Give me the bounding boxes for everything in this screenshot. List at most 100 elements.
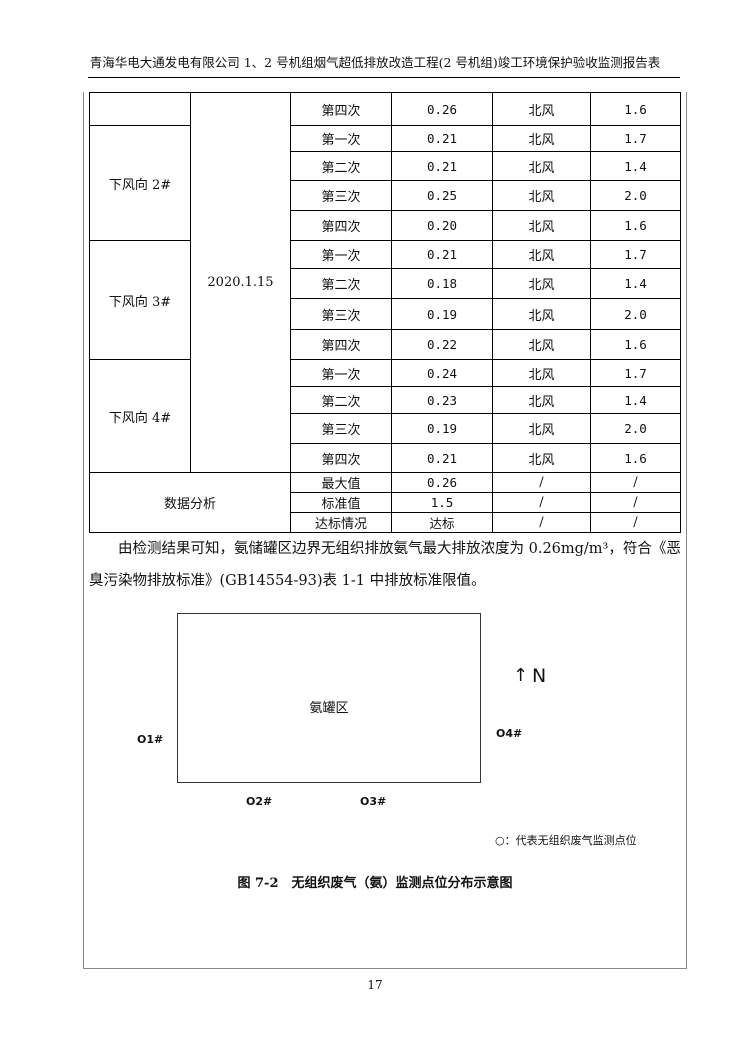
value-cell: 0.18 — [391, 268, 493, 299]
table-row: 下风向 4# 第一次 0.24 北风 1.7 — [89, 359, 681, 473]
wind-cell: 北风 — [492, 210, 591, 241]
point-2: O2# — [246, 795, 273, 808]
point-cell-prev — [89, 92, 191, 126]
speed-cell: 2.0 — [590, 413, 681, 444]
table-row: 第四次 0.22 北风 1.6 — [90, 329, 681, 360]
table-row: 第四次 0.20 北风 1.6 — [90, 210, 681, 241]
speed-cell: / — [590, 492, 681, 513]
wind-cell: 北风 — [492, 413, 591, 444]
north-label: N — [532, 665, 547, 687]
value-cell: 达标 — [391, 512, 493, 533]
wind-cell: / — [492, 492, 591, 513]
speed-cell: 1.7 — [590, 240, 681, 269]
table-row: 第三次 0.19 北风 2.0 — [90, 298, 681, 330]
wind-cell: / — [492, 472, 591, 493]
table-row: 数据分析 最大值 0.26// — [89, 472, 681, 533]
wind-cell: 北风 — [492, 359, 591, 387]
speed-cell: 1.7 — [590, 359, 681, 387]
page-header: 青海华电大通发电有限公司 1、2 号机组烟气超低排放改造工程(2 号机组)竣工环… — [89, 55, 661, 70]
wind-cell: 北风 — [492, 125, 591, 152]
speed-cell: 1.7 — [590, 125, 681, 152]
wind-cell: 北风 — [492, 240, 591, 269]
speed-cell: / — [590, 512, 681, 533]
wind-cell: 北风 — [492, 329, 591, 360]
speed-cell: 1.4 — [590, 151, 681, 181]
speed-cell: / — [590, 472, 681, 493]
wind-cell: 北风 — [492, 92, 591, 126]
north-arrow-icon: ↑ — [513, 665, 529, 686]
time-cell: 第三次 — [290, 180, 392, 211]
analysis-label: 数据分析 — [89, 472, 291, 533]
point-cell: 下风向 4# — [89, 359, 191, 473]
wind-cell: 北风 — [492, 151, 591, 181]
point-3: O3# — [360, 795, 387, 808]
wind-cell: 北风 — [492, 298, 591, 330]
speed-cell: 2.0 — [590, 180, 681, 211]
metric-cell: 标准值 — [290, 492, 392, 513]
time-cell: 第三次 — [290, 298, 392, 330]
speed-cell: 1.6 — [590, 329, 681, 360]
time-cell: 第一次 — [290, 359, 392, 387]
header-rule — [88, 77, 680, 78]
table-row: 达标情况 达标 / / — [90, 512, 681, 533]
speed-cell: 1.6 — [590, 92, 681, 126]
page-frame — [83, 92, 687, 969]
point-1: O1# — [137, 733, 164, 746]
point-4: O4# — [496, 727, 523, 740]
value-cell: 0.22 — [391, 329, 493, 360]
speed-cell: 1.6 — [590, 443, 681, 473]
value-cell: 0.25 — [391, 180, 493, 211]
speed-cell: 2.0 — [590, 298, 681, 330]
value-cell: 0.26 — [391, 472, 493, 493]
time-cell: 第一次 — [290, 240, 392, 269]
value-cell: 0.21 — [391, 151, 493, 181]
diagram-legend: ○：代表无组织废气监测点位 — [495, 834, 637, 847]
value-cell: 0.20 — [391, 210, 493, 241]
table-row: 第三次 0.19 北风 2.0 — [90, 413, 681, 444]
value-cell: 0.19 — [391, 413, 493, 444]
monitoring-table: 2020.1.15 第四次 0.26 北风 1.6 下风向 2# 第一次 0.21 北风 1.7 第… — [89, 92, 681, 533]
time-cell: 第四次 — [290, 329, 392, 360]
value-cell: 0.21 — [391, 240, 493, 269]
table-row: 标准值 1.5// — [90, 492, 681, 513]
wind-cell: 北风 — [492, 180, 591, 211]
speed-cell: 1.4 — [590, 268, 681, 299]
time-cell: 第二次 — [290, 268, 392, 299]
time-cell: 第四次 — [290, 92, 392, 126]
conclusion-paragraph: 由检测结果可知，氨储罐区边界无组织排放氨气最大排放浓度为 0.26mg/m³，符… — [89, 541, 681, 589]
metric-cell: 达标情况 — [290, 512, 392, 533]
wind-cell: 北风 — [492, 443, 591, 473]
table-row: 第二次 0.23 北风 1.4 — [90, 386, 681, 414]
date-cell: 2020.1.15 — [190, 92, 291, 473]
ammonia-tank-area: 氨罐区 — [177, 613, 481, 783]
table-row: 第二次 0.18 北风 1.4 — [90, 268, 681, 299]
figure-caption: 图 7-2 无组织废气（氨）监测点位分布示意图 — [237, 876, 513, 891]
table-row: 下风向 3# 第一次 0.21 北风 1.7 — [89, 240, 681, 360]
wind-cell: / — [492, 512, 591, 533]
time-cell: 第二次 — [290, 386, 392, 414]
value-cell: 0.24 — [391, 359, 493, 387]
table-row: 第四次 0.21 北风 1.6 — [90, 443, 681, 473]
time-cell: 第三次 — [290, 413, 392, 444]
value-cell: 0.19 — [391, 298, 493, 330]
page-number: 17 — [367, 978, 383, 992]
value-cell: 0.23 — [391, 386, 493, 414]
point-cell: 下风向 3# — [89, 240, 191, 360]
value-cell: 0.21 — [391, 443, 493, 473]
time-cell: 第四次 — [290, 210, 392, 241]
time-cell: 第一次 — [290, 125, 392, 152]
point-cell: 下风向 2# — [89, 125, 191, 241]
table-row: 下风向 2# 第一次 0.21 北风 1.7 — [89, 125, 681, 241]
wind-cell: 北风 — [492, 268, 591, 299]
area-label: 氨罐区 — [309, 701, 349, 716]
value-cell: 0.21 — [391, 125, 493, 152]
time-cell: 第四次 — [290, 443, 392, 473]
wind-cell: 北风 — [492, 386, 591, 414]
time-cell: 第二次 — [290, 151, 392, 181]
value-cell: 0.26 — [391, 92, 493, 126]
speed-cell: 1.6 — [590, 210, 681, 241]
speed-cell: 1.4 — [590, 386, 681, 414]
metric-cell: 最大值 — [290, 472, 392, 493]
value-cell: 1.5 — [391, 492, 493, 513]
